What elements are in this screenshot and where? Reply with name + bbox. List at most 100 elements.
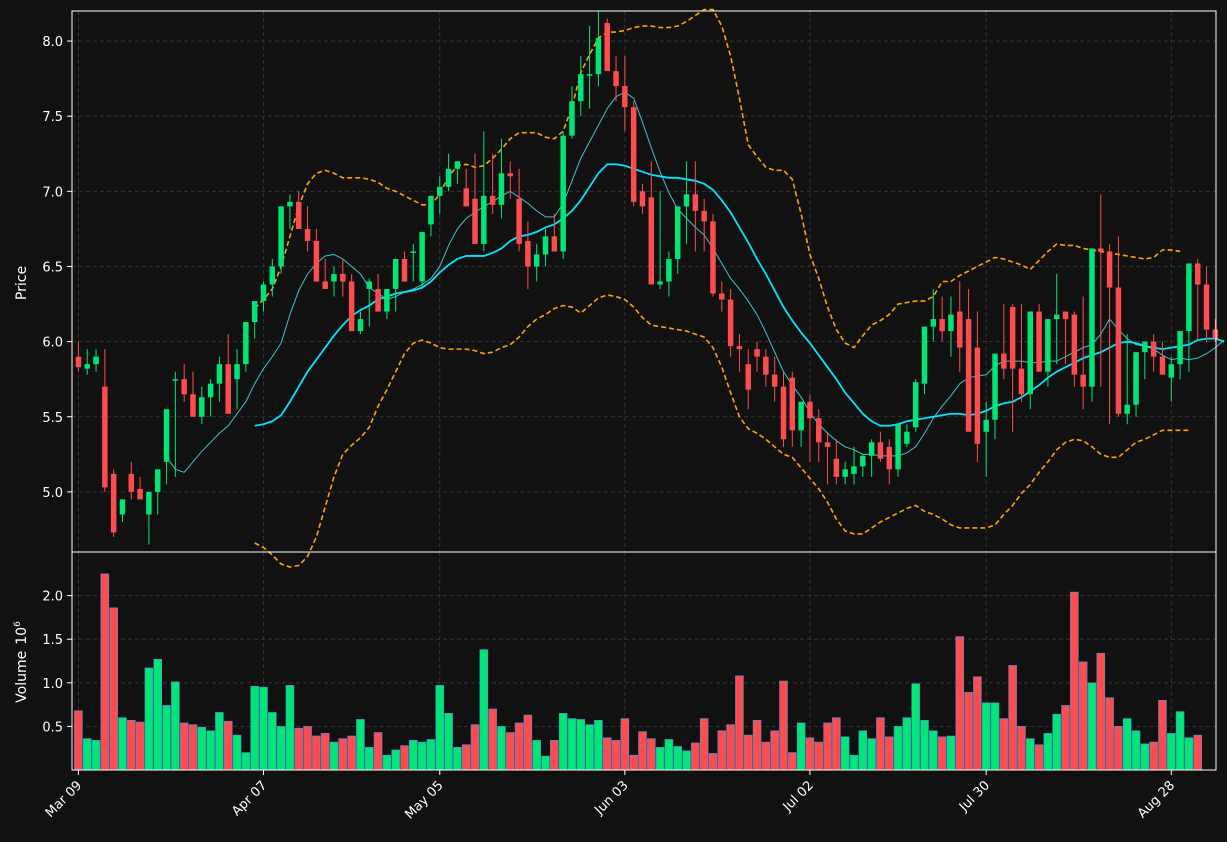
candle-body (1194, 263, 1201, 285)
volume-bar (999, 718, 1009, 771)
candle-body (489, 195, 496, 205)
candle-body (401, 258, 408, 282)
candle (190, 371, 196, 417)
volume-bar (832, 717, 841, 771)
candle-body (586, 74, 593, 76)
candle (569, 86, 575, 139)
volume-bar (1043, 733, 1053, 771)
candle-body (754, 349, 760, 357)
candle-body (1186, 263, 1192, 332)
candle-body (410, 251, 417, 253)
volume-bar (576, 719, 586, 771)
candle-body (348, 281, 355, 332)
price-tick-label: 6.0 (42, 336, 63, 351)
volume-bar (761, 741, 771, 771)
candle (965, 289, 972, 432)
candle (225, 334, 231, 414)
candle (754, 341, 760, 372)
volume-bar (215, 712, 224, 771)
candle-body (1115, 287, 1122, 414)
candle (674, 206, 681, 274)
volume-bar (74, 710, 83, 771)
candle (445, 153, 452, 192)
candle (296, 191, 302, 229)
candle (163, 409, 170, 485)
candle-body (1053, 314, 1060, 320)
candle-body (745, 364, 751, 390)
volume-bar (849, 754, 859, 771)
candle (1071, 311, 1078, 387)
volume-bar (223, 720, 233, 771)
candle (727, 289, 734, 357)
volume-bar (514, 722, 524, 771)
candle (472, 153, 478, 244)
candle-body (498, 173, 505, 205)
candle (128, 461, 135, 500)
candle (216, 356, 223, 402)
volume-bar (435, 685, 445, 771)
volume-bar (876, 717, 885, 771)
candle-body (824, 442, 831, 447)
candle-body (1177, 331, 1183, 365)
candle (313, 228, 320, 282)
candle-body (1168, 364, 1175, 378)
candle-body (119, 499, 126, 515)
candle (1036, 304, 1042, 372)
volume-bar (391, 749, 400, 771)
volume-bar (691, 742, 700, 771)
candle (84, 349, 90, 375)
volume-bar (1017, 726, 1026, 771)
volume-bar (1167, 733, 1176, 771)
volume-bar (920, 719, 929, 771)
candle (1045, 319, 1051, 387)
volume-bar (294, 727, 304, 771)
candle (1115, 236, 1122, 417)
candle (886, 439, 892, 485)
volume-bar (1140, 743, 1150, 771)
volume-bars (74, 573, 1202, 771)
candle (789, 371, 796, 447)
volume-bar (497, 726, 506, 771)
candle-body (445, 168, 452, 187)
candle-body (507, 173, 514, 177)
candle (1027, 311, 1034, 410)
candle (983, 401, 989, 477)
volume-bar (708, 753, 718, 771)
candle-body (181, 379, 187, 395)
candle (604, 18, 610, 72)
candle-body (1018, 368, 1025, 395)
volume-bar (426, 739, 436, 771)
candle-body (428, 195, 434, 225)
candle (1053, 273, 1060, 365)
candle (868, 439, 875, 477)
candle-body (251, 301, 258, 323)
volume-bar (1008, 665, 1017, 771)
candle-body (454, 161, 461, 169)
candle (322, 258, 328, 290)
candle-body (1150, 341, 1157, 357)
candle-body (895, 424, 901, 470)
candle (912, 379, 919, 432)
candle-body (622, 86, 628, 108)
candle (1159, 341, 1166, 375)
volume-bar (1114, 726, 1123, 771)
candle (463, 168, 469, 207)
candle (437, 176, 443, 214)
volume-bar (312, 735, 321, 771)
volume-bar (964, 692, 973, 771)
candle (1106, 243, 1113, 425)
candle-body (983, 419, 989, 432)
candle-body (930, 319, 937, 327)
candle (234, 349, 240, 410)
candle-body (1009, 307, 1016, 369)
volume-bar (1052, 713, 1061, 771)
candle (340, 258, 346, 297)
candle-body (851, 466, 857, 474)
volume-bar (814, 741, 824, 771)
candle (1089, 248, 1095, 402)
volume-bar (488, 708, 497, 771)
candle (366, 278, 372, 327)
volume-bar (647, 738, 656, 771)
candle-body (807, 401, 813, 419)
